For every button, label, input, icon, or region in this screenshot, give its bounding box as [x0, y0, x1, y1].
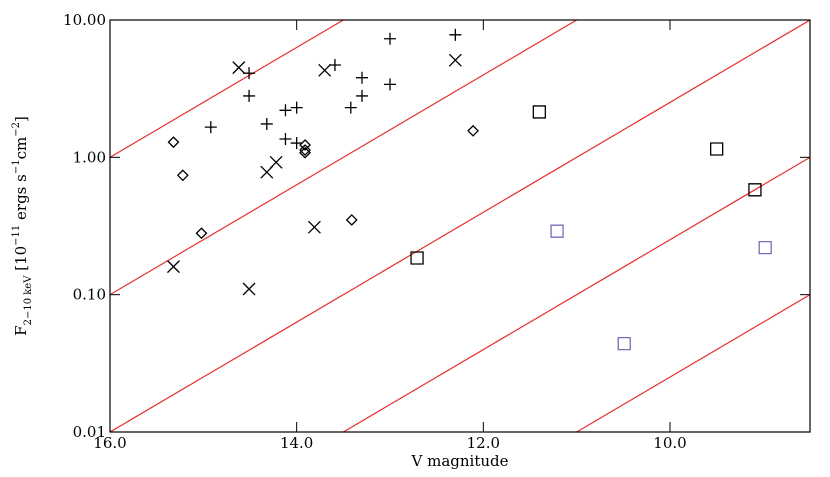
point: [176, 169, 189, 182]
point: [384, 78, 396, 91]
point: [260, 165, 274, 179]
point: [345, 214, 358, 226]
point: [344, 101, 357, 114]
point: [260, 117, 273, 130]
point: [279, 104, 292, 117]
y-axis-label-part: F: [12, 325, 30, 335]
point: [299, 139, 311, 151]
point: [617, 336, 631, 351]
ratio-line: [110, 20, 344, 158]
point: [448, 53, 462, 67]
point: [290, 137, 303, 150]
point: [449, 28, 462, 41]
ratio-line: [576, 294, 810, 432]
y-axis-label-part: −11: [11, 225, 22, 246]
point: [299, 144, 311, 156]
x-tick-label: 14.0: [280, 434, 313, 452]
point: [467, 124, 479, 137]
point: [279, 132, 292, 145]
point: [290, 101, 303, 114]
point: [195, 227, 208, 240]
point: [328, 59, 341, 72]
point: [243, 89, 256, 102]
y-axis-label-part: ergs s: [12, 174, 30, 225]
point: [532, 105, 546, 119]
point: [356, 89, 368, 102]
point: [384, 32, 396, 45]
point: [410, 251, 424, 265]
point: [299, 146, 311, 159]
point: [167, 260, 180, 274]
y-axis-label-part: −2: [11, 122, 22, 137]
y-tick-label: 1.00: [73, 148, 106, 166]
y-axis-label-part: 2−10 keV: [23, 275, 34, 326]
y-axis-label-part: −1: [11, 159, 22, 174]
point: [550, 224, 564, 238]
y-tick-label: 10.00: [63, 11, 106, 29]
ratio-line: [343, 156, 810, 432]
y-tick-label: 0.01: [73, 423, 106, 441]
point: [318, 63, 332, 77]
y-axis-label-part: ]: [12, 116, 30, 122]
point: [242, 282, 256, 296]
x-tick-label: 16.0: [93, 434, 126, 452]
ratio-line: [110, 20, 577, 296]
point: [710, 142, 724, 156]
point: [356, 71, 368, 84]
point: [167, 136, 180, 149]
x-axis-label: V magnitude: [411, 452, 509, 470]
plot-frame: [109, 19, 811, 433]
point: [307, 220, 321, 234]
x-tick-label: 10.0: [653, 434, 686, 452]
ratio-line: [110, 20, 810, 432]
point: [748, 183, 762, 197]
y-tick-label: 0.10: [73, 286, 106, 304]
y-axis-label-part: cm: [12, 137, 30, 160]
y-axis-label-part: [10: [12, 246, 30, 276]
y-axis-label: F2−10 keV [10−11 ergs s−1cm−2]: [11, 116, 34, 336]
point: [204, 121, 217, 134]
point: [232, 61, 246, 75]
point: [758, 240, 772, 255]
x-tick-label: 12.0: [467, 434, 500, 452]
